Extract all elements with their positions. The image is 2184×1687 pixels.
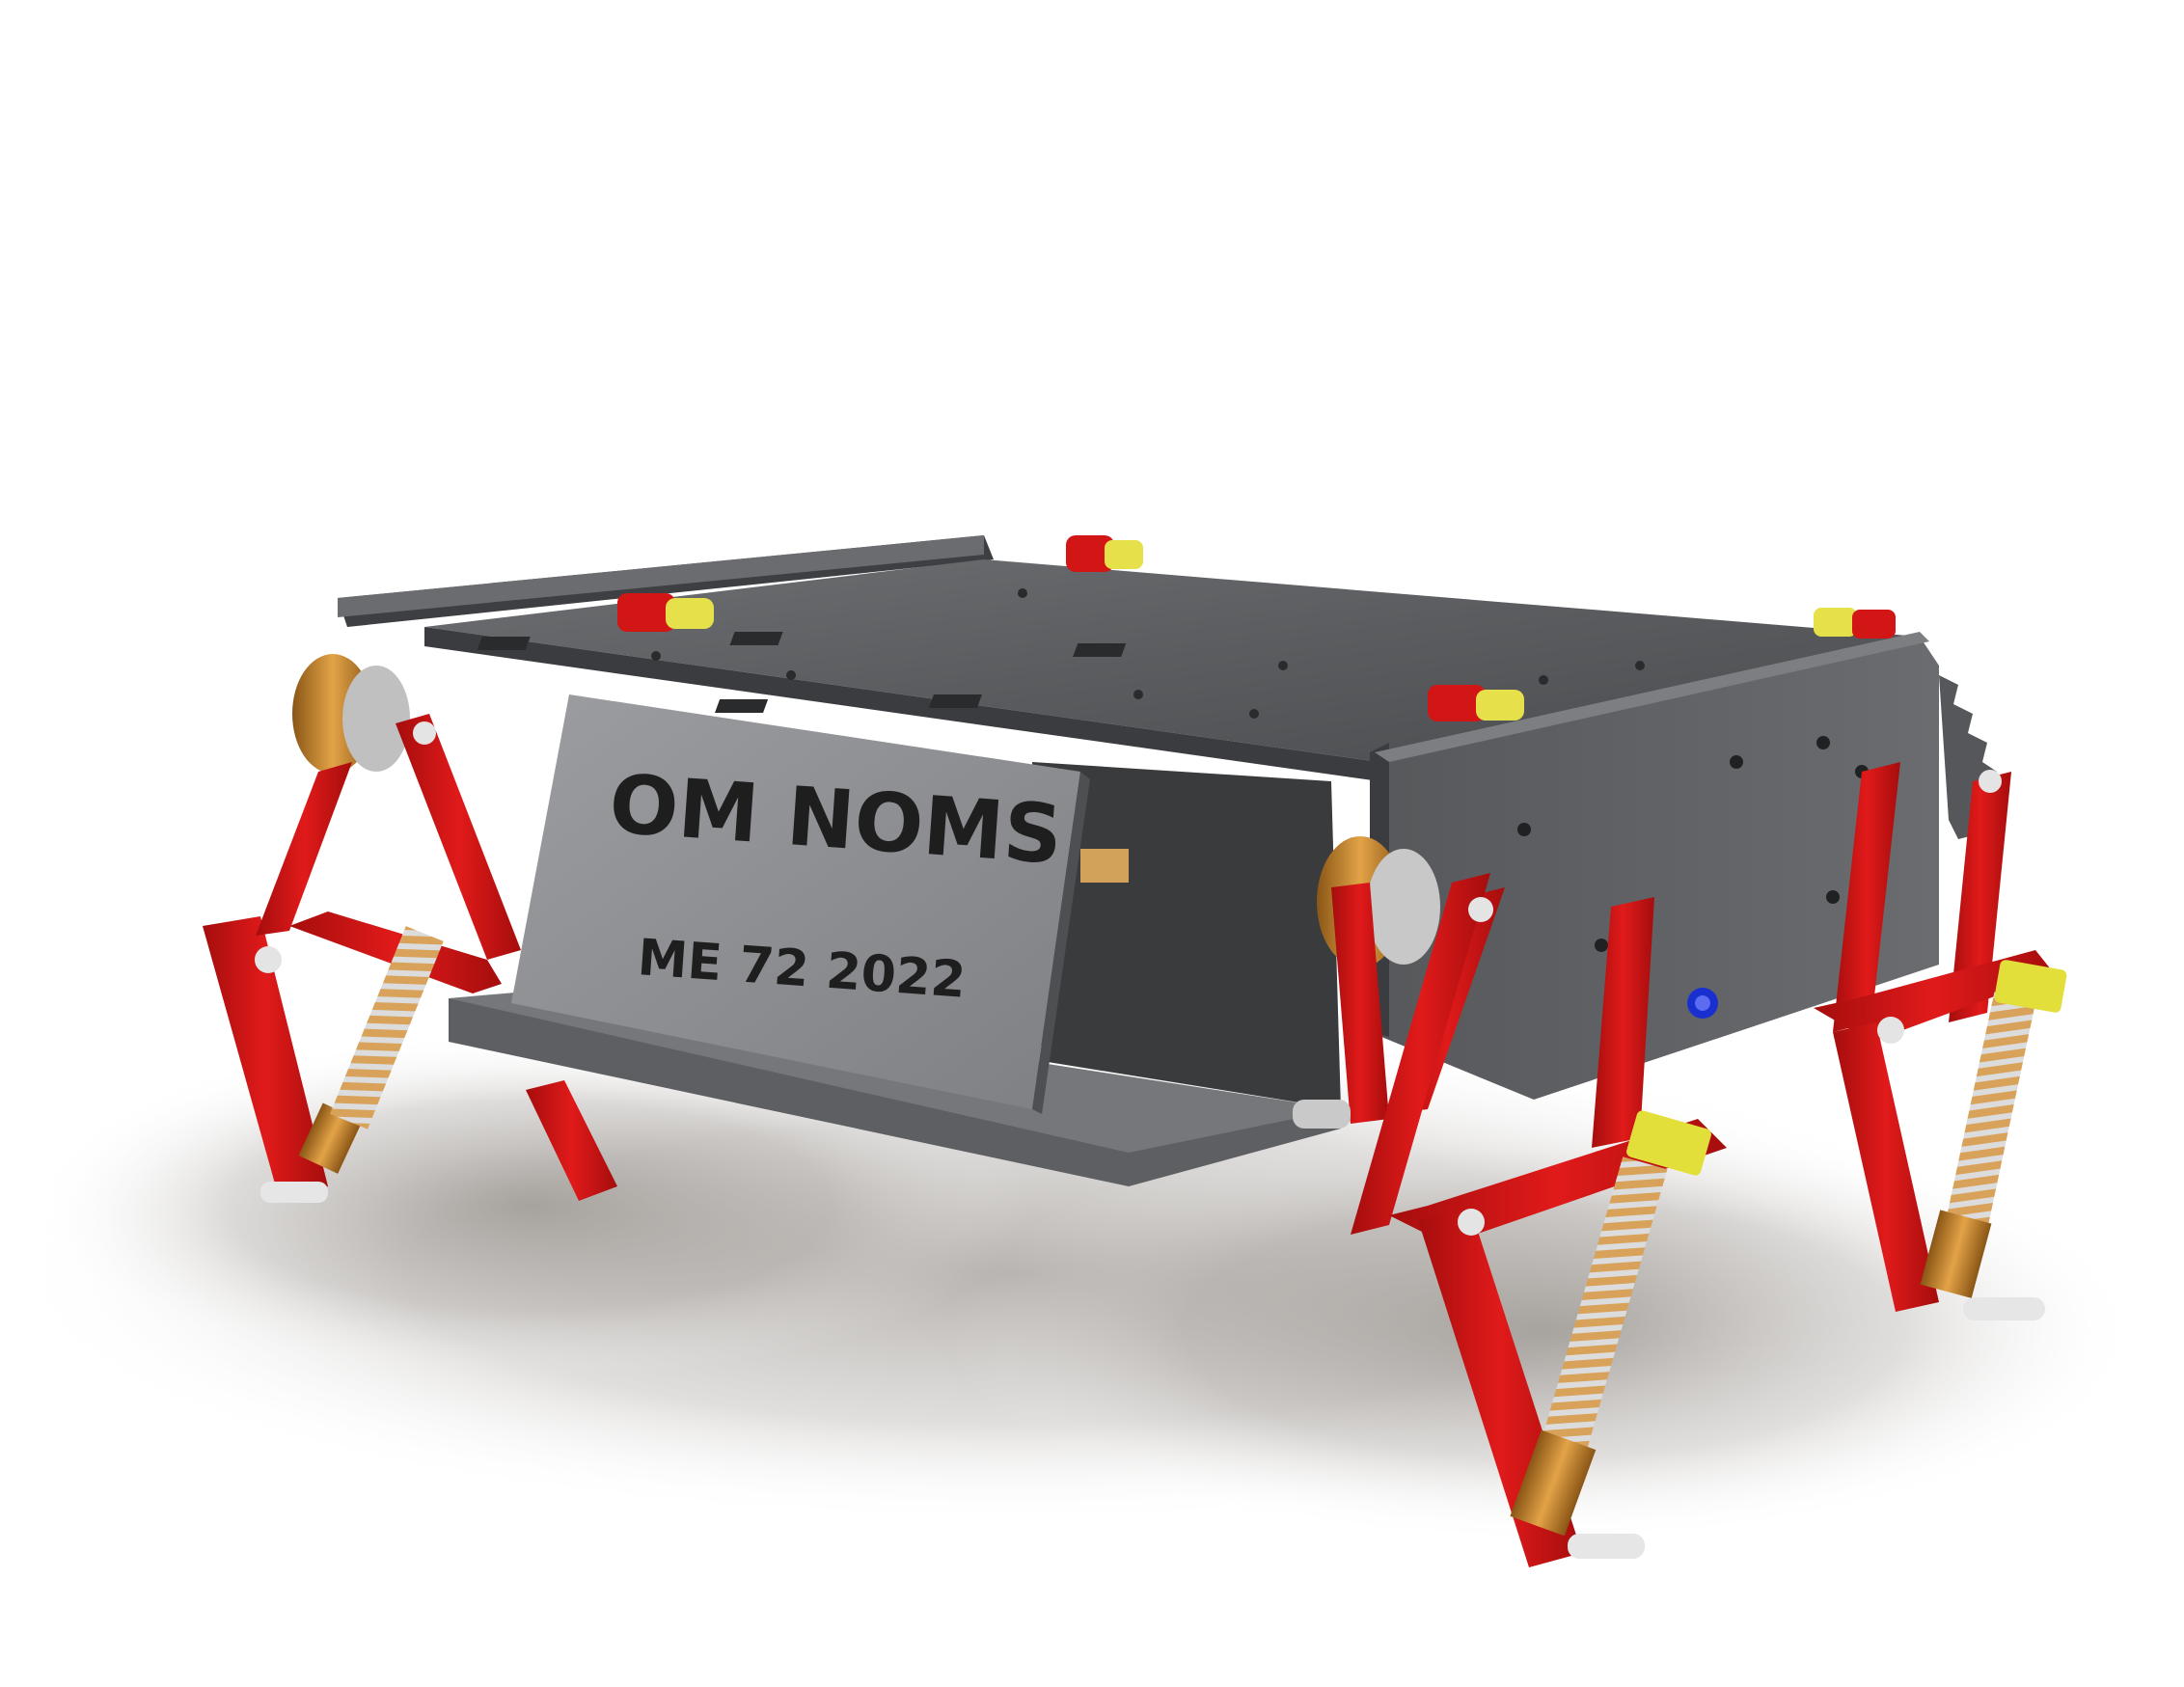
rear-right-foot-pin [1963,1297,2045,1320]
chassis: OM NOMS ME 72 2022 [292,535,1997,1186]
nameplate [511,694,1080,1109]
motor-clamp-front-left [617,593,714,632]
front-left-foot-pin [260,1182,328,1203]
deck-holes [477,588,1645,719]
front-right-spring [1542,1156,1668,1448]
front-right-leg [1351,873,1727,1567]
rear-right-spring [1942,992,2036,1246]
front-left-spring [330,926,444,1129]
hub-front-left [292,654,410,774]
motor-clamp-right [1428,685,1524,721]
ground-shadow [0,1022,2142,1543]
right-side-box [1370,637,1939,1100]
front-right-foot-pin [1568,1534,1645,1559]
rear-right-leg [1814,762,2067,1320]
front-left-leg [203,714,521,1203]
motor-clamp-far-right [1814,608,1896,639]
motor-clamp-rear [1066,535,1143,572]
wood-block [1080,849,1129,883]
side-holes [1517,736,1869,952]
top-deck [424,559,1920,762]
